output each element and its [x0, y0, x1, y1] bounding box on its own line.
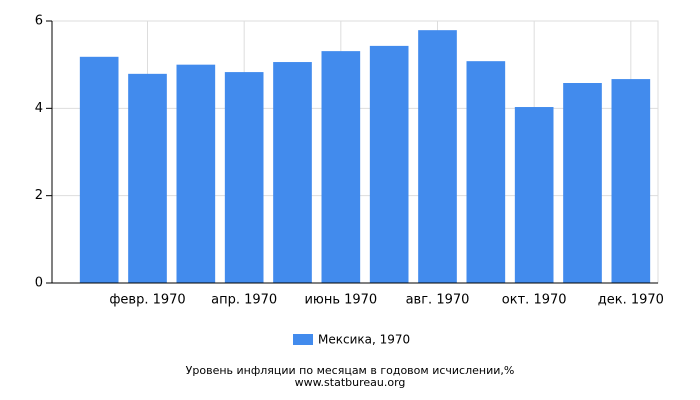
y-tick-label: 2	[35, 188, 43, 203]
y-tick-label: 6	[35, 14, 43, 29]
bar	[273, 62, 312, 284]
y-tick-label: 0	[35, 276, 43, 291]
chart-title: Уровень инфляции по месяцам в годовом ис…	[186, 364, 515, 377]
bar	[128, 73, 167, 283]
x-tick-label: апр. 1970	[211, 293, 277, 308]
bar	[466, 61, 506, 283]
legend-label: Мексика, 1970	[318, 333, 410, 347]
bar	[369, 45, 409, 283]
bar	[563, 83, 602, 283]
bar	[611, 79, 651, 284]
x-tick-label: окт. 1970	[502, 293, 567, 308]
x-tick-label: февр. 1970	[109, 293, 185, 308]
bar	[321, 51, 361, 283]
x-tick-label: июнь 1970	[304, 293, 377, 308]
bar	[79, 56, 119, 283]
bar	[176, 64, 216, 284]
bar	[418, 30, 457, 284]
x-tick-label: дек. 1970	[598, 293, 664, 308]
y-tick-label: 4	[35, 101, 43, 116]
source: www.statbureau.org	[295, 376, 406, 389]
bar	[514, 107, 554, 283]
x-tick-label: авг. 1970	[406, 293, 470, 308]
bar	[224, 72, 264, 283]
legend-swatch	[293, 334, 313, 345]
